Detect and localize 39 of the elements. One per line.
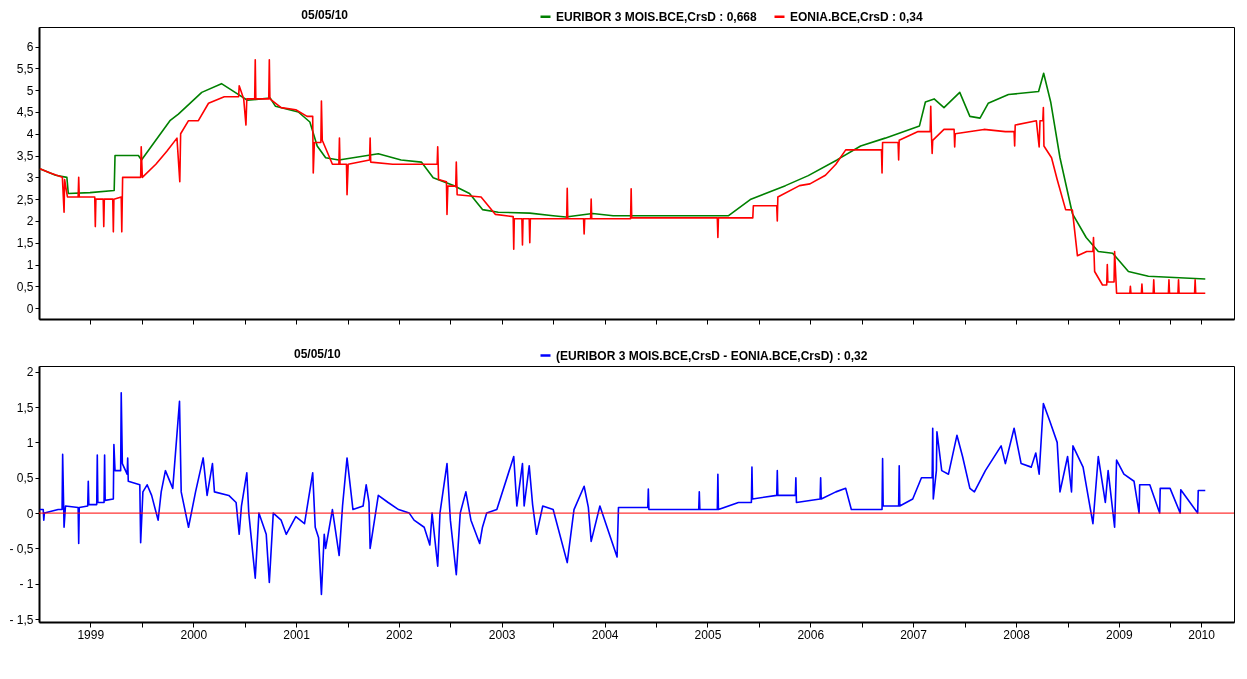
- x-tick-label: 2003: [488, 627, 516, 642]
- y-tick-label: 0: [26, 301, 34, 316]
- y-tick-label: 3: [26, 170, 34, 185]
- y-tick-label: 3,5: [16, 149, 34, 164]
- y-tick-label: 0,5: [16, 471, 34, 486]
- y-tick-label: 1,5: [16, 400, 34, 415]
- chart-title: 05/05/10: [301, 8, 349, 22]
- x-tick-label: 2006: [797, 627, 825, 642]
- y-tick-label: 2,5: [16, 192, 34, 207]
- x-tick-label: 2009: [1105, 627, 1134, 642]
- y-tick-label: 0: [26, 506, 34, 521]
- y-tick-label: 2: [26, 365, 34, 380]
- legend-label: EONIA.BCE,CrsD : 0,34: [790, 9, 924, 24]
- legend-label: EURIBOR 3 MOIS.BCE,CrsD : 0,668: [556, 9, 758, 24]
- y-tick-label: 5,5: [16, 61, 34, 76]
- x-tick-label: 2001: [283, 627, 311, 642]
- y-tick-label: - 0,5: [9, 541, 34, 556]
- y-tick-label: 1: [26, 258, 34, 273]
- chart-title: 05/05/10: [293, 347, 342, 361]
- x-tick-label: 2010: [1188, 627, 1216, 642]
- x-tick-label: 2004: [591, 627, 619, 642]
- x-tick-label: 2008: [1003, 627, 1031, 642]
- y-tick-label: 4,5: [16, 105, 34, 120]
- x-tick-label: 2002: [386, 627, 414, 642]
- x-tick-label: 2007: [900, 627, 928, 642]
- y-tick-label: - 1,5: [9, 612, 34, 627]
- y-tick-label: 0,5: [16, 279, 34, 294]
- x-tick-label: 2000: [180, 627, 208, 642]
- line-series: [39, 392, 1207, 596]
- y-tick-label: - 1: [19, 577, 34, 592]
- y-tick-label: 5: [26, 83, 34, 98]
- y-tick-label: 6: [26, 40, 34, 55]
- y-tick-label: 1: [26, 435, 34, 450]
- x-tick-label: 2005: [694, 627, 722, 642]
- y-tick-label: 1,5: [16, 236, 34, 251]
- x-tick-label: 1999: [77, 627, 105, 642]
- y-tick-label: 2: [26, 214, 34, 229]
- legend-label: (EURIBOR 3 MOIS.BCE,CrsD - EONIA.BCE,CrsD) : 0,32: [556, 348, 868, 363]
- y-tick-label: 4: [26, 127, 34, 142]
